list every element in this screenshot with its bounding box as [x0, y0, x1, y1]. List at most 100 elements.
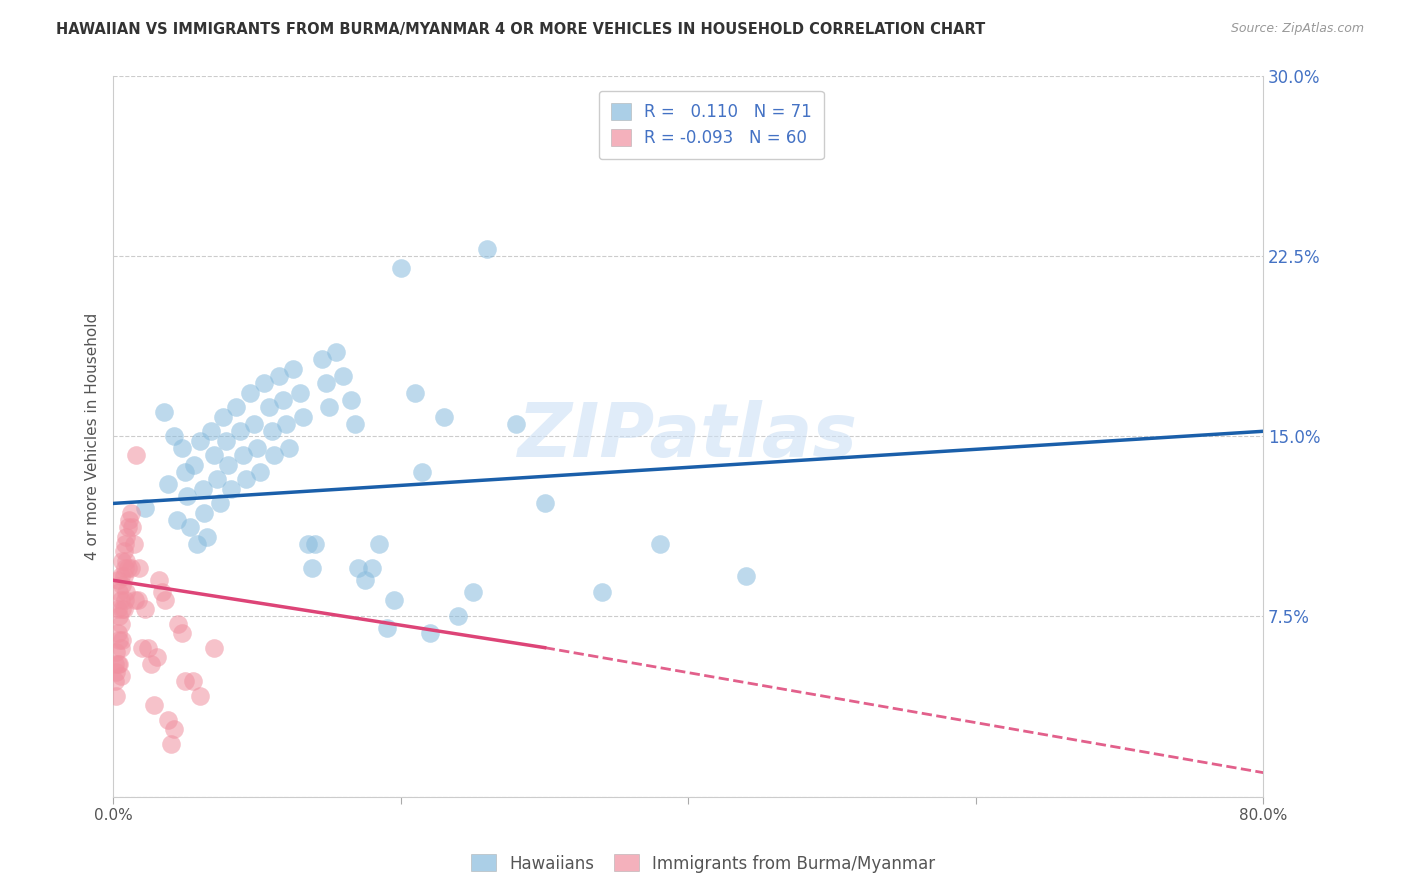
- Point: [117, 520, 139, 534]
- Point: [191, 482, 214, 496]
- Point: [114, 592, 136, 607]
- Point: [232, 448, 254, 462]
- Point: [208, 496, 231, 510]
- Point: [112, 568, 135, 582]
- Point: [229, 425, 252, 439]
- Point: [290, 385, 312, 400]
- Point: [112, 544, 135, 558]
- Point: [124, 592, 146, 607]
- Point: [150, 585, 173, 599]
- Point: [277, 441, 299, 455]
- Point: [121, 520, 143, 534]
- Point: [186, 537, 208, 551]
- Point: [271, 392, 294, 407]
- Point: [111, 578, 134, 592]
- Point: [411, 465, 433, 479]
- Point: [461, 585, 484, 599]
- Point: [343, 417, 366, 431]
- Y-axis label: 4 or more Vehicles in Household: 4 or more Vehicles in Household: [86, 312, 100, 559]
- Point: [174, 674, 197, 689]
- Point: [179, 520, 201, 534]
- Point: [332, 369, 354, 384]
- Point: [114, 537, 136, 551]
- Point: [404, 385, 426, 400]
- Point: [139, 657, 162, 672]
- Point: [114, 561, 136, 575]
- Point: [160, 737, 183, 751]
- Point: [107, 574, 129, 588]
- Point: [115, 585, 138, 599]
- Point: [110, 568, 132, 582]
- Point: [122, 537, 145, 551]
- Point: [107, 602, 129, 616]
- Point: [181, 674, 204, 689]
- Legend: Hawaiians, Immigrants from Burma/Myanmar: Hawaiians, Immigrants from Burma/Myanmar: [464, 847, 942, 880]
- Point: [167, 616, 190, 631]
- Point: [267, 369, 290, 384]
- Point: [246, 441, 269, 455]
- Legend: R =   0.110   N = 71, R = -0.093   N = 60: R = 0.110 N = 71, R = -0.093 N = 60: [599, 91, 824, 159]
- Point: [243, 417, 266, 431]
- Point: [125, 448, 148, 462]
- Point: [115, 530, 138, 544]
- Point: [304, 537, 326, 551]
- Point: [183, 458, 205, 472]
- Point: [105, 689, 128, 703]
- Point: [111, 633, 134, 648]
- Point: [253, 376, 276, 391]
- Point: [533, 496, 555, 510]
- Point: [211, 409, 233, 424]
- Point: [120, 506, 142, 520]
- Point: [131, 640, 153, 655]
- Point: [274, 417, 297, 431]
- Point: [163, 429, 186, 443]
- Point: [419, 626, 441, 640]
- Point: [301, 561, 323, 575]
- Text: ZIPatlas: ZIPatlas: [519, 400, 858, 473]
- Point: [311, 352, 333, 367]
- Point: [202, 448, 225, 462]
- Point: [107, 657, 129, 672]
- Point: [195, 530, 218, 544]
- Text: Source: ZipAtlas.com: Source: ZipAtlas.com: [1230, 22, 1364, 36]
- Point: [505, 417, 527, 431]
- Point: [249, 465, 271, 479]
- Point: [136, 640, 159, 655]
- Point: [375, 621, 398, 635]
- Point: [346, 561, 368, 575]
- Point: [110, 640, 132, 655]
- Point: [239, 385, 262, 400]
- Point: [217, 458, 239, 472]
- Point: [148, 574, 170, 588]
- Point: [174, 465, 197, 479]
- Point: [433, 409, 456, 424]
- Point: [145, 650, 167, 665]
- Point: [118, 513, 141, 527]
- Point: [200, 425, 222, 439]
- Point: [110, 669, 132, 683]
- Point: [120, 561, 142, 575]
- Point: [354, 574, 377, 588]
- Point: [107, 626, 129, 640]
- Point: [188, 434, 211, 448]
- Point: [318, 401, 340, 415]
- Point: [112, 602, 135, 616]
- Point: [368, 537, 391, 551]
- Point: [382, 592, 405, 607]
- Point: [142, 698, 165, 713]
- Point: [188, 689, 211, 703]
- Point: [281, 361, 304, 376]
- Point: [315, 376, 337, 391]
- Point: [115, 554, 138, 568]
- Point: [117, 561, 139, 575]
- Point: [110, 616, 132, 631]
- Point: [104, 674, 127, 689]
- Point: [172, 626, 194, 640]
- Point: [214, 434, 236, 448]
- Point: [152, 405, 174, 419]
- Point: [155, 592, 177, 607]
- Point: [235, 472, 257, 486]
- Point: [128, 561, 150, 575]
- Point: [104, 657, 127, 672]
- Point: [105, 645, 128, 659]
